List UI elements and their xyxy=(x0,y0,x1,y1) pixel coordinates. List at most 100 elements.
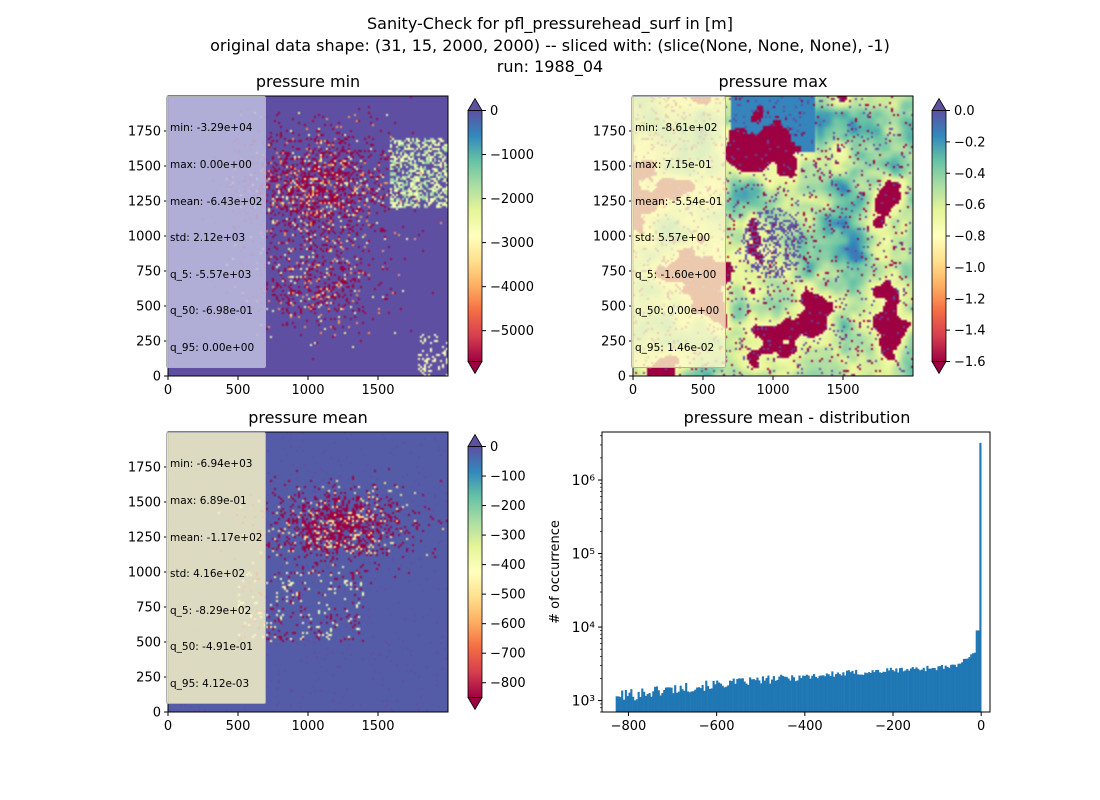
histogram-bar xyxy=(621,690,624,712)
histogram-bar xyxy=(659,695,662,712)
x-tick-label: 1500 xyxy=(361,719,394,734)
histogram-bar xyxy=(716,680,719,712)
colorbar-tick-label: −200 xyxy=(490,499,526,514)
histogram-bar xyxy=(743,681,746,712)
histogram-bar xyxy=(675,692,679,712)
histogram-bar xyxy=(710,688,713,712)
histogram-bar xyxy=(979,442,982,712)
histogram-bar xyxy=(692,691,695,712)
histogram-bar xyxy=(783,676,786,712)
histogram-bar xyxy=(745,683,748,712)
histogram-bar xyxy=(679,685,682,712)
histogram-bar xyxy=(648,692,651,712)
x-tick-label: −400 xyxy=(787,719,823,734)
histogram-bar xyxy=(930,668,933,712)
histogram-bar xyxy=(630,689,633,712)
x-tick-label: 0 xyxy=(164,719,172,734)
colorbar: 0 −100 −200 −300 −400 −500 −600 −700 −800 xyxy=(467,433,526,711)
histogram-bar xyxy=(697,687,701,712)
panel-title-pressure-min: pressure min xyxy=(255,72,361,91)
histogram-bar xyxy=(838,674,841,712)
histogram-bar xyxy=(957,663,960,712)
histogram-bar xyxy=(807,675,810,712)
colorbar-tick-label: −700 xyxy=(490,647,526,662)
histogram-bar xyxy=(897,672,900,712)
histogram-bar xyxy=(836,672,839,712)
histogram-bar xyxy=(973,652,976,712)
colorbar: 0.0 −0.2 −0.4 −0.6 −0.8 −1.0 −1.2 −1.4 −1.6 xyxy=(931,97,986,375)
histogram-bar xyxy=(794,681,797,712)
histogram-bar xyxy=(895,668,898,712)
histogram-bar xyxy=(886,668,889,712)
histogram-bar xyxy=(728,680,732,712)
colorbar-gradient xyxy=(467,446,483,698)
colorbar-extend-bottom xyxy=(467,697,483,711)
stats-line: max: 7.15e-01 xyxy=(635,159,712,172)
stats-line: std: 4.16e+02 xyxy=(170,568,246,581)
y-tick-label: 10⁶ xyxy=(572,473,596,489)
histogram-bar xyxy=(665,687,668,712)
histogram-bar xyxy=(902,671,905,712)
histogram-bar xyxy=(707,686,710,712)
histogram-bar xyxy=(615,696,618,712)
x-tick-label: 500 xyxy=(691,383,716,398)
x-tick-label: 0 xyxy=(629,383,637,398)
histogram-bar xyxy=(617,696,620,712)
histogram-bar xyxy=(696,687,699,712)
histogram-bar xyxy=(622,699,626,712)
y-tick-label: 1750 xyxy=(593,125,626,140)
histogram-bar xyxy=(637,691,640,712)
histogram-bar xyxy=(977,630,980,712)
figure-title-line-2: original data shape: (31, 15, 2000, 2000… xyxy=(210,36,890,55)
histogram-bar xyxy=(730,681,733,712)
histogram-bar xyxy=(909,668,913,712)
y-tick-label: 1250 xyxy=(593,195,626,210)
histogram-bar xyxy=(917,668,920,712)
y-tick-label: 0 xyxy=(153,706,161,721)
histogram-bar xyxy=(906,669,909,712)
x-tick-label: −600 xyxy=(699,719,735,734)
histogram-bar xyxy=(668,687,671,712)
colorbar-tick-label: −0.6 xyxy=(954,198,986,213)
histogram-bar xyxy=(920,669,923,712)
histogram-bar xyxy=(734,683,737,712)
histogram-bar xyxy=(855,669,858,712)
stats-line: q_95: 4.12e-03 xyxy=(170,678,250,691)
histogram-bar xyxy=(933,668,936,712)
histogram-bar xyxy=(845,670,849,712)
histogram-bar xyxy=(626,696,629,712)
stats-line: std: 5.57e+00 xyxy=(635,232,711,245)
histogram-bar xyxy=(867,672,871,712)
colorbar-tick-label: 0 xyxy=(490,104,498,119)
histogram-bar xyxy=(858,674,861,712)
histogram-bar xyxy=(860,674,863,712)
colorbar-tick-label: −600 xyxy=(490,617,526,632)
histogram-bar xyxy=(953,664,956,712)
colorbar-tick-label: −400 xyxy=(490,558,526,573)
histogram-bar xyxy=(877,669,880,712)
y-tick-label: 1000 xyxy=(128,566,161,581)
histogram-bar xyxy=(725,686,728,712)
histogram-bar xyxy=(780,674,783,712)
histogram-bar xyxy=(873,672,876,712)
stats-line: q_5: -8.29e+02 xyxy=(170,604,252,617)
histogram-bar xyxy=(809,678,812,712)
histogram-bar xyxy=(661,693,664,712)
stats-line: mean: -6.43e+02 xyxy=(170,195,263,208)
y-tick-label: 10⁴ xyxy=(572,620,596,636)
x-tick-label: 0 xyxy=(977,719,985,734)
histogram-bar xyxy=(714,684,717,712)
histogram-bar xyxy=(944,665,947,712)
histogram-bar xyxy=(654,686,657,712)
y-tick-label: 1500 xyxy=(128,496,161,511)
y-tick-label: 1500 xyxy=(593,160,626,175)
colorbar: 0 −1000 −2000 −3000 −4000 −5000 xyxy=(467,97,534,375)
histogram-bar xyxy=(756,677,759,712)
histogram-bar xyxy=(701,684,704,712)
histogram-bar xyxy=(791,675,794,712)
histogram-bar xyxy=(811,675,814,712)
colorbar-tick-label: −0.4 xyxy=(954,167,986,182)
histogram-bar xyxy=(818,675,821,712)
histogram-bar xyxy=(747,684,750,712)
stats-line: min: -8.61e+02 xyxy=(635,122,718,135)
